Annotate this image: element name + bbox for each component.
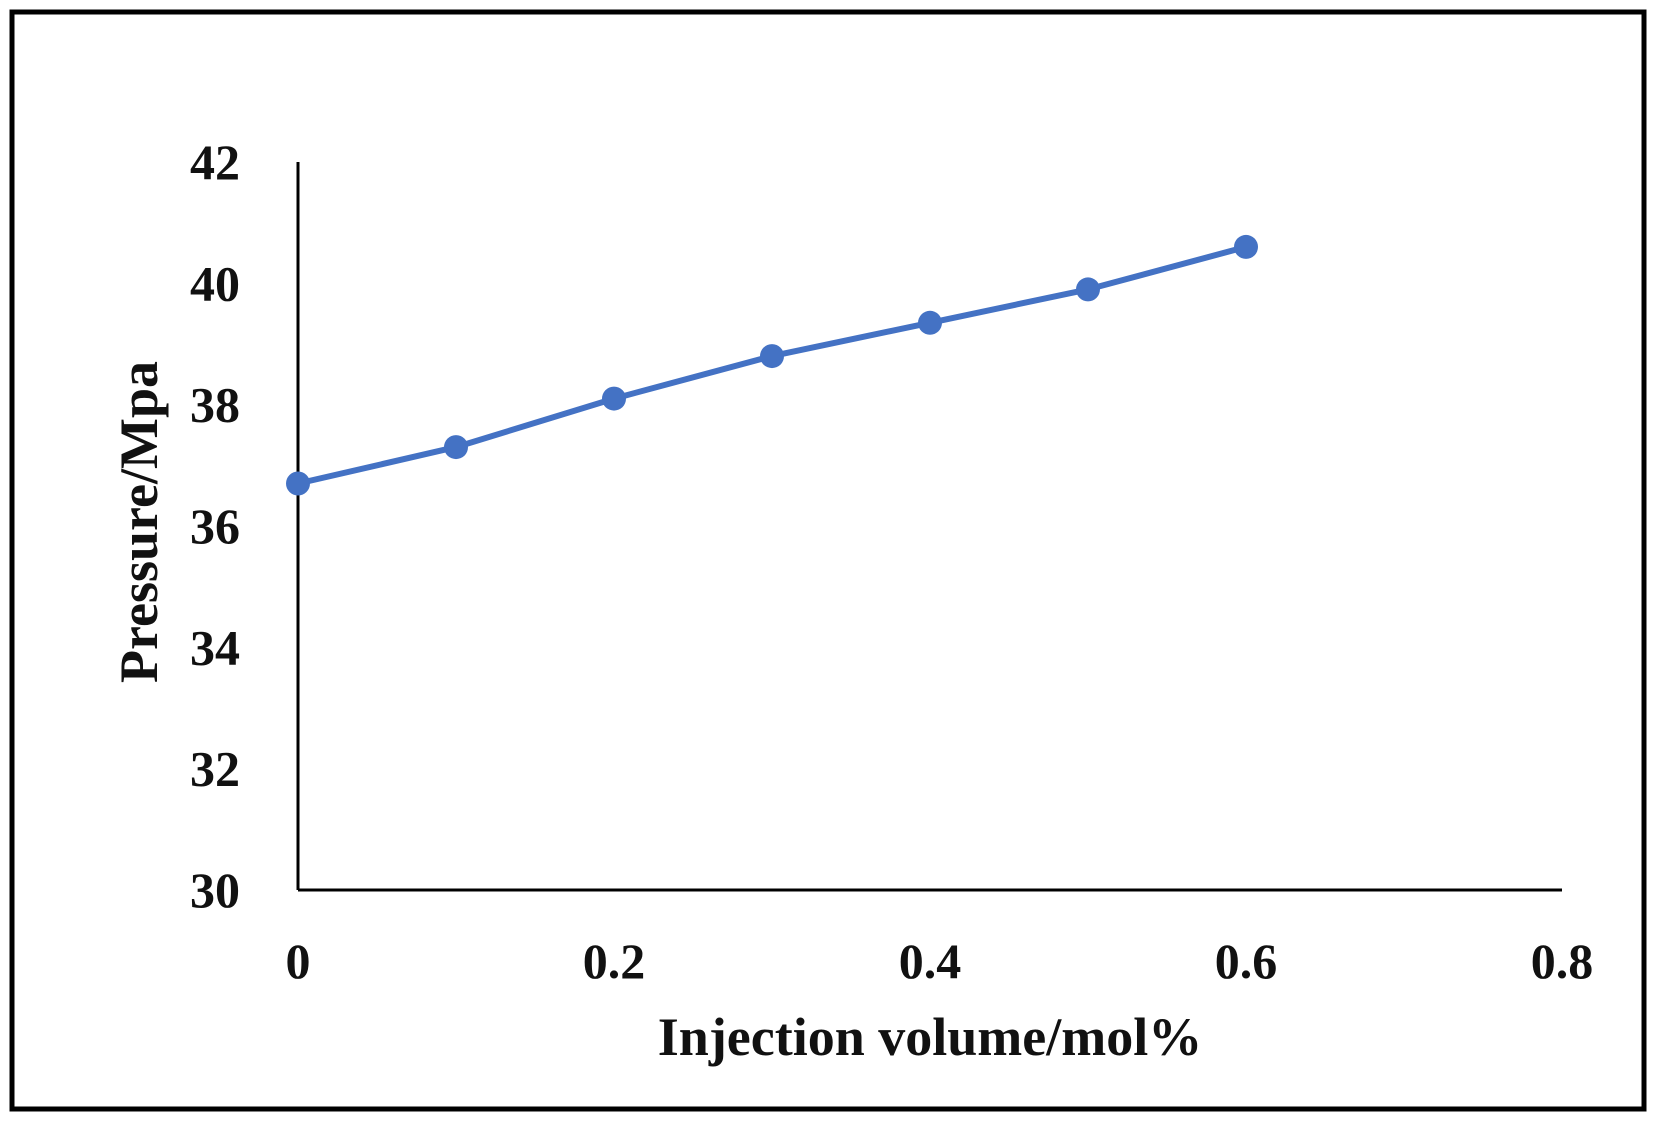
data-point bbox=[444, 435, 468, 460]
x-tick-label: 0.4 bbox=[899, 933, 962, 989]
x-tick-label: 0.8 bbox=[1531, 933, 1594, 989]
y-tick-label: 36 bbox=[190, 498, 240, 554]
y-tick-label: 42 bbox=[190, 134, 240, 190]
y-tick-label: 40 bbox=[190, 255, 240, 311]
data-point bbox=[602, 386, 626, 411]
y-tick-label: 34 bbox=[190, 619, 240, 675]
x-tick-label: 0.2 bbox=[583, 933, 646, 989]
x-tick-label: 0 bbox=[286, 933, 311, 989]
series-layer bbox=[286, 234, 1258, 496]
data-point bbox=[1076, 277, 1100, 302]
data-point bbox=[760, 344, 784, 369]
y-tick-labels: 30 32 34 36 38 40 42 bbox=[190, 134, 240, 918]
data-point bbox=[286, 471, 310, 496]
x-tick-labels: 0 0.2 0.4 0.6 0.8 bbox=[286, 933, 1594, 989]
x-axis-title: Injection volume/mol% bbox=[658, 1007, 1202, 1067]
data-point bbox=[1234, 234, 1258, 259]
y-axis-title: Pressure/Mpa bbox=[109, 361, 169, 683]
y-tick-label: 32 bbox=[190, 741, 240, 797]
data-point bbox=[918, 310, 942, 335]
x-tick-label: 0.6 bbox=[1215, 933, 1278, 989]
y-tick-label: 30 bbox=[190, 862, 240, 918]
y-tick-label: 38 bbox=[190, 377, 240, 433]
outer-border bbox=[9, 9, 1647, 1112]
